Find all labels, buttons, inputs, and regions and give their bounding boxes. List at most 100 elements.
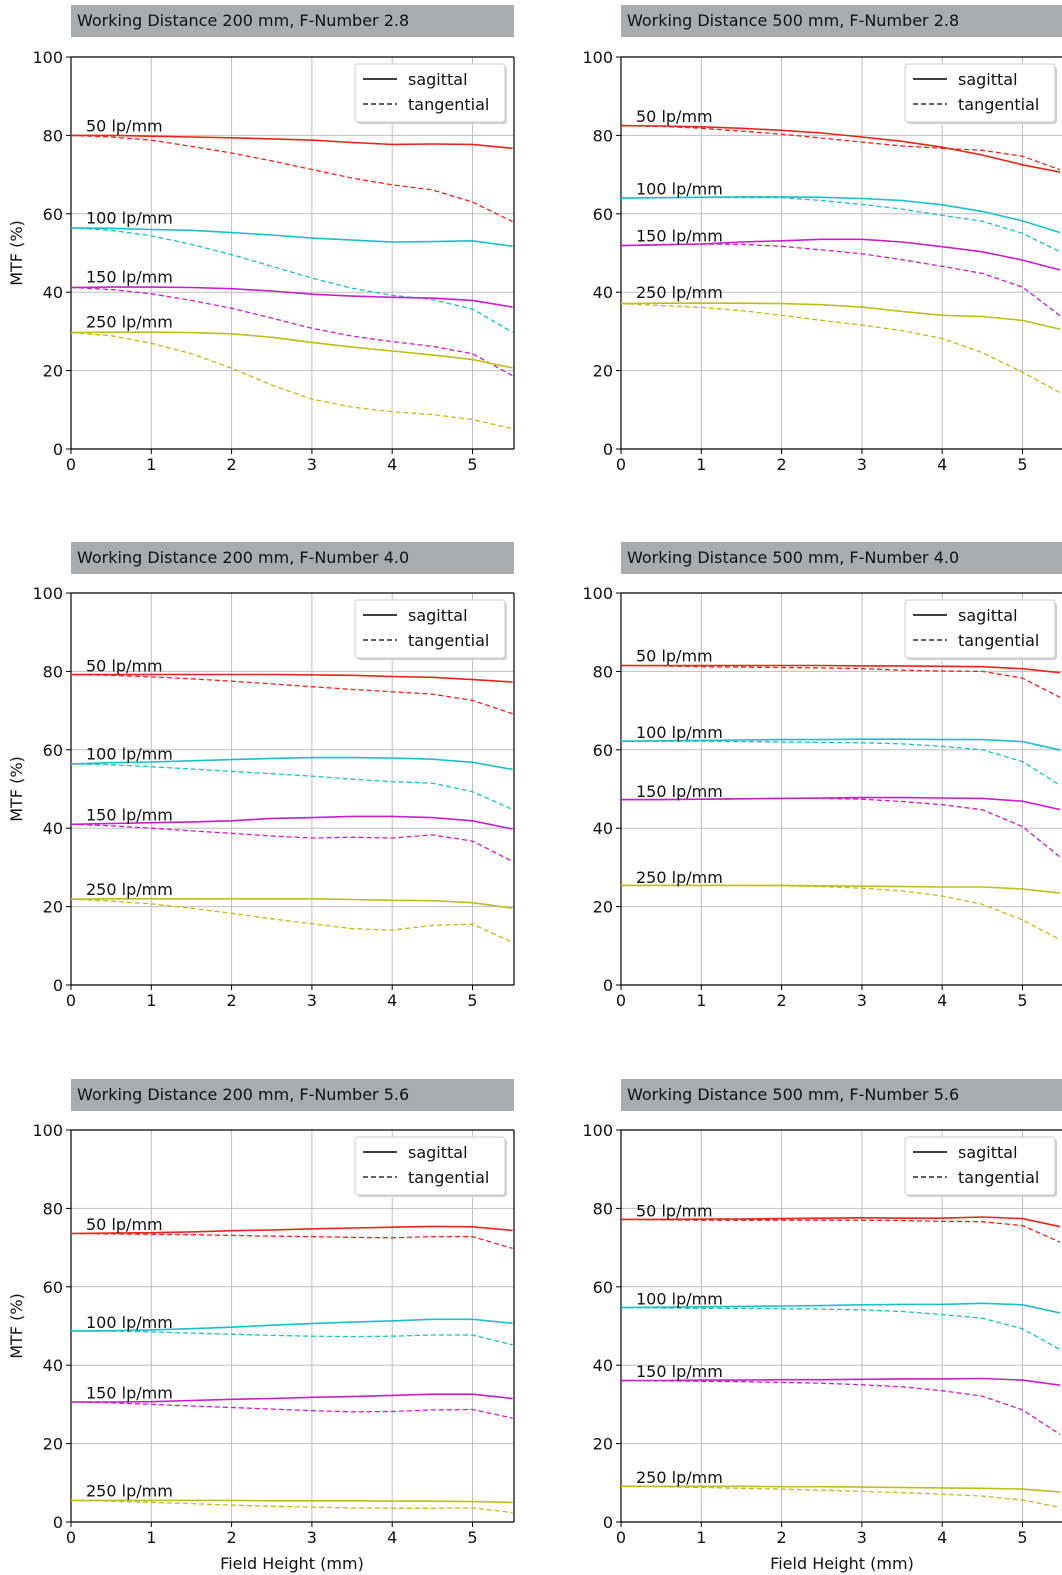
series-tangential-line: [71, 673, 513, 715]
legend-sagittal-label: sagittal: [958, 70, 1018, 89]
series-sagittal-line: [621, 1302, 1060, 1314]
series-tangential-line: [621, 196, 1060, 253]
y-axis-label: MTF (%): [7, 756, 26, 822]
x-tick-label: 4: [387, 455, 397, 474]
series-tangential-line: [621, 884, 1060, 941]
series-label: 100 lp/mm: [86, 209, 173, 228]
series-sagittal-line: [621, 302, 1060, 330]
series-tangential-line: [71, 134, 513, 223]
series-sagittal-line: [71, 897, 513, 909]
series-sagittal-line: [71, 286, 513, 308]
series-label: 50 lp/mm: [86, 1215, 163, 1234]
chart-panel: Working Distance 500 mm, F-Number 5.6020…: [582, 1079, 1062, 1573]
series-label: 150 lp/mm: [636, 1362, 723, 1381]
legend-tangential-label: tangential: [408, 631, 489, 650]
y-tick-label: 40: [593, 819, 613, 838]
x-tick-label: 2: [777, 991, 787, 1010]
legend-sagittal-label: sagittal: [408, 70, 468, 89]
y-tick-label: 80: [43, 662, 63, 681]
series-sagittal-line: [71, 227, 513, 248]
y-axis-label: MTF (%): [7, 1293, 26, 1359]
x-tick-label: 3: [857, 1528, 867, 1547]
y-tick-label: 60: [43, 205, 63, 224]
chart-title: Working Distance 200 mm, F-Number 2.8: [77, 11, 409, 30]
y-tick-label: 20: [43, 1435, 63, 1454]
series-sagittal-line: [71, 673, 513, 683]
series-tangential-line: [71, 1232, 513, 1250]
y-tick-label: 80: [593, 662, 613, 681]
x-tick-label: 5: [1017, 991, 1027, 1010]
series-sagittal-line: [71, 1225, 513, 1235]
series-tangential-line: [621, 797, 1060, 858]
x-tick-label: 5: [467, 455, 477, 474]
legend-tangential-label: tangential: [408, 95, 489, 114]
x-tick-label: 5: [467, 991, 477, 1010]
x-tick-label: 1: [146, 991, 156, 1010]
series-tangential-line: [71, 1499, 513, 1514]
series-tangential-line: [621, 1306, 1060, 1351]
series-label: 250 lp/mm: [86, 1482, 173, 1501]
series-group: [71, 134, 513, 430]
x-tick-label: 2: [777, 455, 787, 474]
x-tick-label: 5: [467, 1528, 477, 1547]
x-tick-label: 1: [696, 1528, 706, 1547]
y-tick-label: 60: [43, 1278, 63, 1297]
x-tick-label: 3: [857, 991, 867, 1010]
series-label: 100 lp/mm: [636, 723, 723, 742]
y-tick-label: 0: [603, 976, 613, 995]
series-sagittal-line: [621, 1216, 1060, 1228]
chart-title: Working Distance 500 mm, F-Number 2.8: [627, 11, 959, 30]
series-sagittal-line: [71, 1499, 513, 1504]
y-axis-label: MTF (%): [7, 220, 26, 286]
x-tick-label: 3: [307, 991, 317, 1010]
chart-panel: Working Distance 200 mm, F-Number 5.6020…: [7, 1079, 515, 1573]
x-tick-label: 3: [307, 455, 317, 474]
series-sagittal-line: [621, 664, 1060, 674]
series-label: 250 lp/mm: [86, 880, 173, 899]
x-tick-label: 0: [616, 991, 626, 1010]
x-tick-label: 4: [937, 991, 947, 1010]
y-tick-label: 80: [43, 1199, 63, 1218]
y-tick-label: 20: [593, 1435, 613, 1454]
series-label: 50 lp/mm: [86, 117, 163, 136]
legend-tangential-label: tangential: [408, 1168, 489, 1187]
legend-tangential-label: tangential: [958, 1168, 1039, 1187]
series-sagittal-line: [71, 815, 513, 830]
y-tick-label: 100: [582, 1121, 613, 1140]
series-label: 150 lp/mm: [86, 1384, 173, 1403]
y-tick-label: 60: [593, 205, 613, 224]
x-tick-label: 4: [937, 455, 947, 474]
y-tick-label: 100: [32, 48, 63, 67]
y-tick-label: 60: [593, 1278, 613, 1297]
y-tick-label: 0: [53, 440, 63, 459]
series-tangential-line: [621, 1485, 1060, 1509]
legend-sagittal-label: sagittal: [958, 606, 1018, 625]
x-tick-label: 0: [66, 991, 76, 1010]
y-tick-label: 100: [582, 48, 613, 67]
x-tick-label: 1: [146, 455, 156, 474]
chart-title: Working Distance 500 mm, F-Number 4.0: [627, 548, 959, 567]
series-label: 250 lp/mm: [636, 868, 723, 887]
x-tick-label: 2: [227, 1528, 237, 1547]
y-tick-label: 20: [593, 362, 613, 381]
series-label: 150 lp/mm: [636, 226, 723, 245]
chart-title: Working Distance 200 mm, F-Number 5.6: [77, 1085, 409, 1104]
series-tangential-line: [621, 124, 1060, 171]
series-label: 100 lp/mm: [636, 179, 723, 198]
series-label: 150 lp/mm: [86, 805, 173, 824]
legend: sagittal tangential: [354, 63, 507, 124]
legend-sagittal-label: sagittal: [408, 606, 468, 625]
x-tick-label: 3: [307, 1528, 317, 1547]
y-tick-label: 60: [43, 741, 63, 760]
series-sagittal-line: [621, 124, 1060, 173]
chart-title-bar: [71, 542, 514, 574]
series-label: 50 lp/mm: [636, 647, 713, 666]
series-tangential-line: [621, 664, 1060, 699]
series-sagittal-line: [71, 1393, 513, 1403]
legend: sagittal tangential: [354, 599, 507, 660]
series-label: 150 lp/mm: [86, 268, 173, 287]
x-tick-label: 5: [1017, 1528, 1027, 1547]
chart-panel: Working Distance 500 mm, F-Number 4.0 0 2 0…: [582, 542, 1062, 1010]
chart-title-bar: [71, 1079, 514, 1111]
